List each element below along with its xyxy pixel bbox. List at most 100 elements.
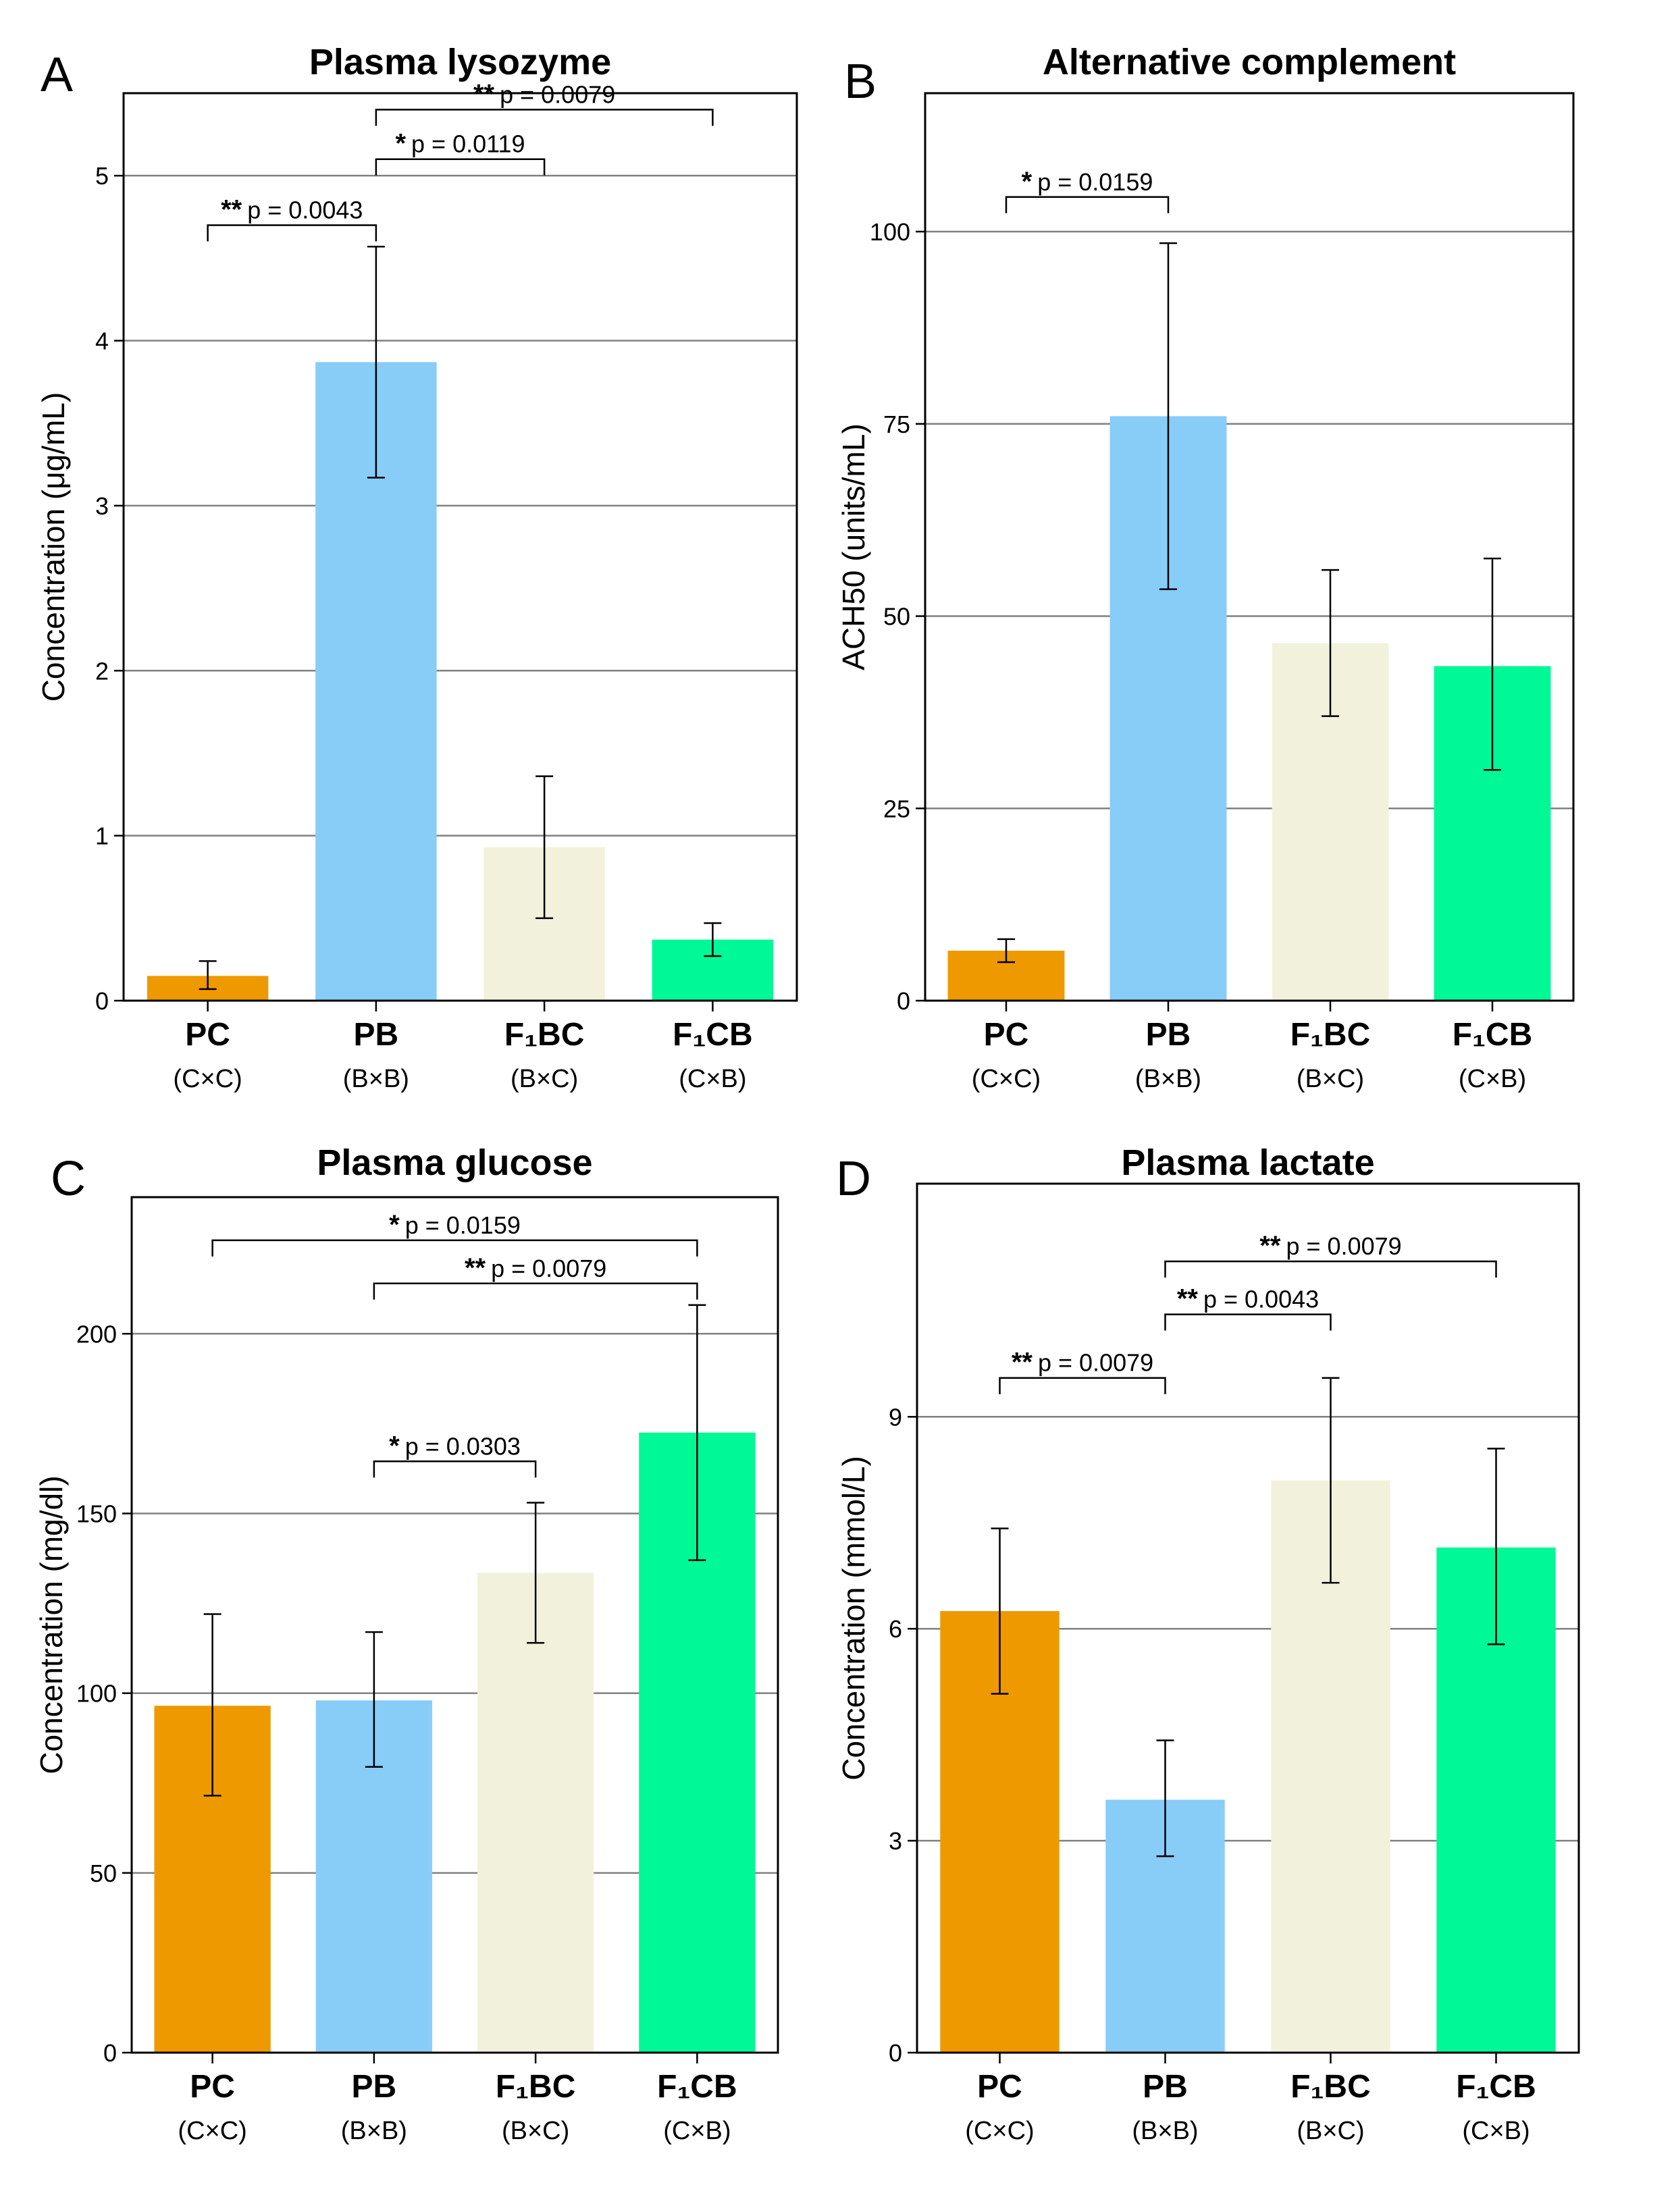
significance-stars: * <box>389 1431 400 1460</box>
category-sublabel: (B×B) <box>341 2117 407 2145</box>
significance-stars: * <box>389 1210 400 1240</box>
category-label: PB <box>1146 1017 1191 1053</box>
category-sublabel: (B×B) <box>343 1065 409 1093</box>
category-label: PC <box>984 1017 1029 1053</box>
panel-letter: A <box>41 48 73 102</box>
significance-bracket <box>1164 1260 1497 1278</box>
chart-title: Alternative complement <box>1043 42 1456 82</box>
category-sublabel: (C×C) <box>178 2117 246 2145</box>
significance-p: p = 0.0079 <box>1286 1232 1401 1260</box>
category-sublabel: (B×B) <box>1132 2117 1198 2145</box>
y-tick-label: 5 <box>95 162 109 190</box>
significance-bracket <box>207 224 377 242</box>
y-tick-label: 200 <box>76 1320 117 1348</box>
category-sublabel: (C×B) <box>1462 2117 1530 2145</box>
y-tick-label: 0 <box>95 987 109 1015</box>
significance-label: * p = 0.0119 <box>395 129 525 159</box>
y-tick-label: 50 <box>90 1860 117 1887</box>
significance-label: ** p = 0.0079 <box>1259 1231 1401 1261</box>
significance-stars: ** <box>1012 1348 1033 1377</box>
y-tick-label: 75 <box>883 411 910 438</box>
category-sublabel: (C×C) <box>173 1065 242 1093</box>
category-sublabel: (C×B) <box>679 1065 746 1093</box>
y-tick-label: 0 <box>103 2039 117 2067</box>
panel-letter: D <box>836 1152 871 1206</box>
category-sublabel: (C×C) <box>965 2117 1034 2145</box>
panel-b: B Alternative complement 0 25 50 75 100 ACH50 (… <box>836 42 1575 1093</box>
significance-p: p = 0.0159 <box>405 1211 521 1239</box>
significance-p: p = 0.0043 <box>247 196 363 223</box>
category-label: F₁BC <box>1290 2069 1371 2105</box>
y-tick-label: 100 <box>76 1680 117 1708</box>
category-label: F₁CB <box>657 2069 737 2105</box>
y-axis-label: ACH50 (units/mL) <box>836 423 871 670</box>
y-axis-label: Concentration (mg/dl) <box>34 1475 69 1774</box>
category-sublabel: (B×B) <box>1135 1065 1201 1093</box>
panel-c: C Plasma glucose 0 50 100 150 200 Concentration… <box>34 1142 779 2145</box>
y-tick-label: 6 <box>889 1615 902 1643</box>
y-tick-label: 2 <box>95 657 109 685</box>
significance-bracket <box>375 109 714 126</box>
significance-label: ** p = 0.0043 <box>1177 1284 1319 1314</box>
significance-bracket <box>1164 1313 1332 1331</box>
significance-bracket <box>375 158 546 176</box>
category-label: F₁BC <box>1290 1017 1371 1053</box>
category-label: F₁CB <box>1456 2069 1536 2105</box>
category-sublabel: (C×B) <box>663 2117 731 2145</box>
significance-p: p = 0.0079 <box>1038 1349 1153 1377</box>
panel-d: D Plasma lactate 0 3 6 9 Concentration (mmol/L… <box>836 1142 1580 2145</box>
significance-label: * p = 0.0159 <box>1022 167 1153 196</box>
y-tick-label: 150 <box>76 1500 117 1527</box>
category-label: F₁CB <box>673 1017 753 1053</box>
y-axis-label: Concentration (μg/mL) <box>36 392 71 702</box>
plot-frame <box>122 92 798 1002</box>
category-sublabel: (B×C) <box>1297 1065 1364 1093</box>
category-label: F₁BC <box>496 2069 576 2105</box>
category-sublabel: (C×C) <box>972 1065 1041 1093</box>
significance-stars: ** <box>473 79 495 109</box>
significance-p: p = 0.0303 <box>405 1432 521 1460</box>
significance-stars: ** <box>1177 1284 1199 1314</box>
significance-stars: ** <box>1259 1231 1281 1261</box>
panel-letter: C <box>51 1152 86 1206</box>
category-label: F₁BC <box>504 1017 585 1053</box>
category-label: PC <box>190 2069 235 2105</box>
y-tick-label: 0 <box>889 2039 902 2067</box>
category-label: PC <box>185 1017 230 1053</box>
significance-p: p = 0.0079 <box>491 1255 606 1282</box>
y-tick-label: 50 <box>883 603 910 631</box>
y-tick-label: 3 <box>95 492 109 520</box>
y-tick-label: 0 <box>897 987 910 1015</box>
y-tick-label: 25 <box>883 795 910 822</box>
significance-bracket <box>211 1239 698 1257</box>
panel-letter: B <box>844 55 877 109</box>
y-tick-label: 1 <box>95 822 109 850</box>
category-label: PB <box>354 1017 399 1053</box>
significance-p: p = 0.0043 <box>1203 1286 1319 1313</box>
significance-label: * p = 0.0159 <box>389 1210 521 1240</box>
chart-title: Plasma lysozyme <box>309 42 611 82</box>
category-label: F₁CB <box>1453 1017 1533 1053</box>
category-sublabel: (B×C) <box>502 2117 569 2145</box>
significance-label: ** p = 0.0079 <box>465 1253 606 1283</box>
y-tick-label: 3 <box>889 1827 902 1855</box>
bar <box>477 1573 594 2053</box>
significance-bracket <box>999 1377 1166 1394</box>
significance-stars: * <box>395 129 406 159</box>
significance-label: ** p = 0.0043 <box>221 194 363 224</box>
significance-bracket <box>373 1460 537 1478</box>
significance-p: p = 0.0079 <box>500 80 615 108</box>
category-sublabel: (C×B) <box>1459 1065 1526 1093</box>
y-tick-label: 4 <box>95 327 109 355</box>
panel-a: A Plasma lysozyme 0 1 2 3 4 5 Concentration (μg/… <box>36 42 798 1093</box>
significance-stars: ** <box>221 194 242 224</box>
significance-label: ** p = 0.0079 <box>473 79 615 109</box>
plot-frame <box>130 1196 779 2054</box>
y-tick-label: 100 <box>870 218 910 246</box>
significance-p: p = 0.0119 <box>411 130 525 158</box>
plot-frame <box>916 1182 1580 2054</box>
significance-label: ** p = 0.0079 <box>1012 1348 1153 1377</box>
plot-frame <box>924 92 1575 1002</box>
significance-bracket <box>1005 196 1170 213</box>
